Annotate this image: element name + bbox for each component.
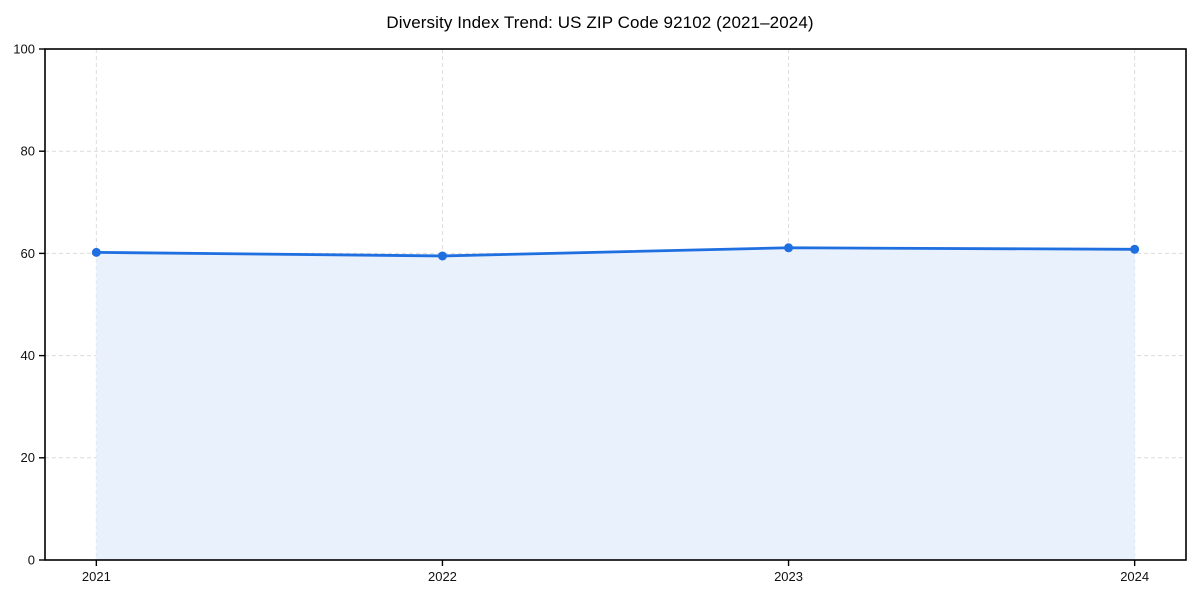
chart-title: Diversity Index Trend: US ZIP Code 92102… xyxy=(386,13,814,32)
series-line xyxy=(94,246,1137,258)
y-axis-tick-label: 100 xyxy=(13,41,35,56)
x-axis-tick-label: 2021 xyxy=(82,569,111,584)
y-axis-tick-label: 80 xyxy=(21,144,35,159)
series-area-fill xyxy=(96,247,1135,561)
data-point-marker xyxy=(437,251,447,261)
data-point-marker xyxy=(1130,244,1140,254)
y-axis-tick-label: 40 xyxy=(21,348,35,363)
data-point-marker xyxy=(91,247,101,257)
y-axis-tick-label: 0 xyxy=(28,552,35,567)
data-point-marker xyxy=(784,243,794,253)
y-axis-tick-label: 60 xyxy=(21,246,35,261)
y-axis-tick-label: 20 xyxy=(21,450,35,465)
x-axis-tick-label: 2024 xyxy=(1120,569,1149,584)
plot-border xyxy=(44,48,1187,561)
x-axis-tick-label: 2022 xyxy=(428,569,457,584)
x-axis-tick-label: 2023 xyxy=(774,569,803,584)
